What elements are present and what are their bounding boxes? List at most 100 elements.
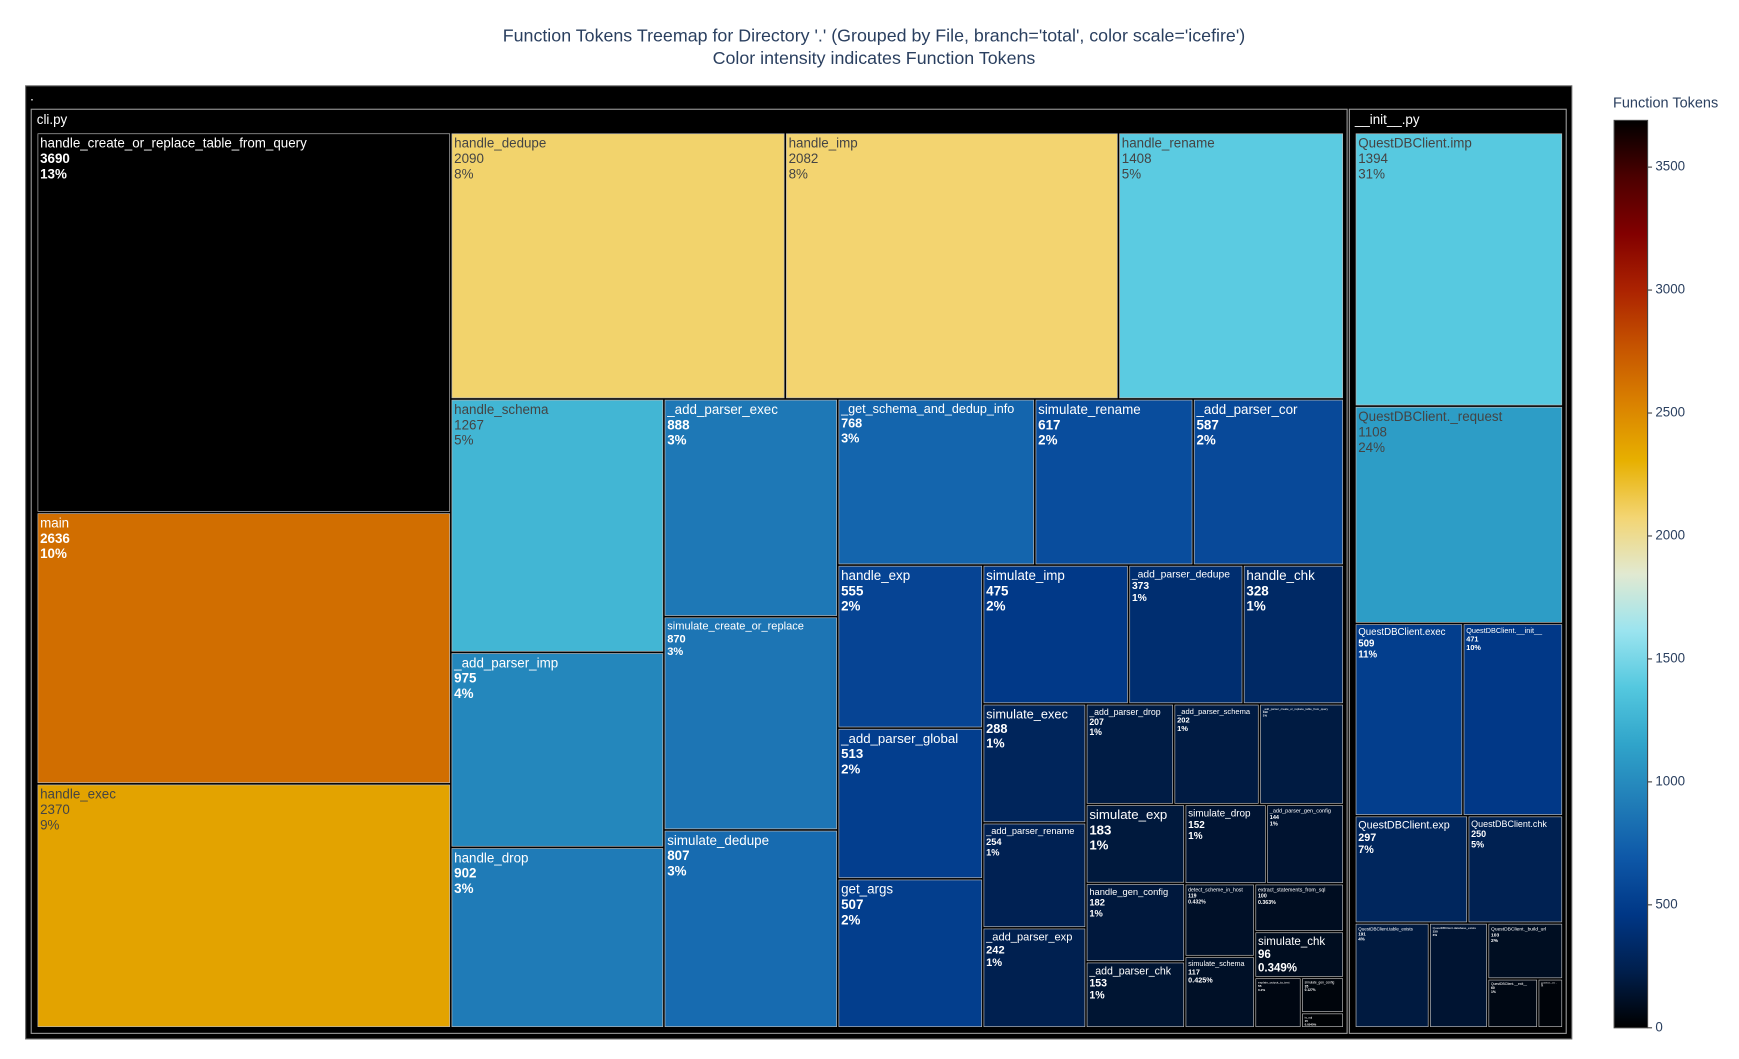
leaf-name: simulate_gen_config <box>1305 981 1335 985</box>
leaf-value: 119 <box>1188 894 1196 900</box>
leaf-name: handle_exp <box>841 568 910 583</box>
leaf-name: simulate_dedupe <box>667 833 769 848</box>
leaf-percent: 0.349% <box>1258 962 1297 974</box>
leaf-tile <box>1355 923 1429 1028</box>
leaf-value: 373 <box>1132 581 1149 592</box>
leaf-value: 254 <box>986 837 1002 847</box>
leaf-name: QuestDBClient.__init__ <box>1466 626 1543 635</box>
leaf-percent: 5% <box>1122 166 1141 181</box>
leaf-percent: 5% <box>454 433 473 448</box>
leaf-name: handle_schema <box>454 402 549 417</box>
leaf-tile <box>1488 979 1538 1028</box>
leaf-name: handle_gen_config <box>1089 887 1168 897</box>
leaf-name: handle_drop <box>454 850 528 865</box>
leaf-tile <box>664 617 837 830</box>
leaf-tile <box>37 513 451 784</box>
leaf-tile <box>1174 704 1259 804</box>
leaf-percent: 3% <box>667 433 686 448</box>
leaf-name: _add_parser_schema <box>1176 707 1251 716</box>
leaf-name: handle_exec <box>40 787 116 802</box>
leaf-name: _add_parser_global <box>840 731 958 746</box>
leaf-percent: 4% <box>454 686 473 701</box>
leaf-tile <box>664 399 837 616</box>
colorbar-tick-label: 0 <box>1655 1019 1662 1034</box>
leaf-value: 1394 <box>1358 151 1388 166</box>
leaf-percent: 3% <box>667 646 683 658</box>
leaf-value: 587 <box>1196 417 1218 432</box>
leaf-value: 15 <box>1305 1019 1309 1023</box>
colorbar-tick-label: 1000 <box>1655 773 1685 788</box>
leaf-tile <box>838 728 983 879</box>
leaf-percent: 7% <box>1358 844 1374 856</box>
leaf-percent: 2% <box>986 599 1005 614</box>
leaf-value: 182 <box>1089 898 1105 908</box>
leaf-value: 242 <box>986 944 1004 956</box>
leaf-percent: 1% <box>986 736 1005 751</box>
leaf-percent: 5% <box>1471 839 1484 849</box>
leaf-name: explain_output_to_text <box>1258 981 1290 985</box>
leaf-name: detect_scheme_in_host <box>1188 888 1243 894</box>
leaf-value: 30 <box>1541 984 1543 986</box>
leaf-tile <box>1119 133 1343 399</box>
leaf-name: QuestDBClient.imp <box>1358 136 1472 151</box>
leaf-tile <box>664 830 837 1028</box>
leaf-tile <box>1035 399 1193 565</box>
leaf-value: 328 <box>1246 583 1269 598</box>
leaf-percent: 1% <box>1132 593 1147 604</box>
leaf-tile <box>1468 816 1563 923</box>
leaf-name: extract_statements_from_sql <box>1258 888 1325 894</box>
leaf-percent: 3% <box>667 864 686 879</box>
colorbar-tick-label: 3500 <box>1655 159 1685 174</box>
leaf-percent: 24% <box>1358 440 1385 455</box>
leaf-value: 55 <box>1258 984 1262 988</box>
leaf-name: QuestDBClient._request <box>1358 409 1502 424</box>
leaf-name: simulate_drop <box>1188 808 1251 819</box>
leaf-value: 1408 <box>1122 151 1152 166</box>
leaf-name: QuestDBClient.chk <box>1471 819 1547 829</box>
leaf-tile <box>1255 884 1343 931</box>
leaf-percent: 8% <box>789 166 808 181</box>
leaf-percent: 1% <box>1263 713 1268 717</box>
leaf-value: 975 <box>454 671 477 686</box>
colorbar-tick-label: 2500 <box>1655 405 1685 420</box>
leaf-tile <box>1538 979 1563 1028</box>
leaf-tile <box>983 565 1128 704</box>
leaf-value: 202 <box>1177 715 1190 724</box>
leaf-name: _add_parser_exp <box>985 932 1072 944</box>
leaf-tile <box>1255 932 1343 977</box>
leaf-percent: 2% <box>841 761 860 776</box>
leaf-value: 100 <box>1258 894 1267 900</box>
leaf-value: 2090 <box>454 151 484 166</box>
leaf-percent: 10% <box>1466 643 1481 652</box>
leaf-tile <box>1355 624 1463 815</box>
leaf-value: 555 <box>841 583 864 598</box>
leaf-name: handle_dedupe <box>454 136 546 151</box>
leaf-name: is_sql <box>1305 1016 1313 1020</box>
leaf-tile <box>1430 923 1487 1028</box>
leaf-value: 1108 <box>1358 424 1387 439</box>
leaf-name: handle_imp <box>789 136 858 151</box>
leaf-tile <box>1185 805 1266 884</box>
leaf-percent: 2% <box>841 913 860 928</box>
leaf-tile <box>1355 406 1563 623</box>
leaf-percent: 1% <box>1089 908 1103 918</box>
leaf-tile <box>1185 884 1254 956</box>
leaf-value: 35 <box>1305 984 1309 988</box>
leaf-percent: 1% <box>1541 986 1544 988</box>
leaf-percent: 1% <box>1177 724 1188 733</box>
leaf-percent: 8% <box>454 166 473 181</box>
leaf-value: 153 <box>1089 977 1107 989</box>
leaf-percent: 0.432% <box>1188 900 1206 906</box>
leaf-name: _get_schema_and_dedup_info <box>840 402 1014 416</box>
leaf-value: 507 <box>841 897 863 912</box>
leaf-tile <box>1267 805 1343 884</box>
leaf-value: 2082 <box>789 151 819 166</box>
leaf-tile <box>451 653 664 847</box>
leaf-value: 617 <box>1038 417 1060 432</box>
leaf-percent: 1% <box>1089 727 1102 737</box>
leaf-name: _add_parser_chk <box>1088 965 1171 977</box>
leaf-percent: 1% <box>1491 990 1496 994</box>
leaf-value: 888 <box>667 417 690 432</box>
